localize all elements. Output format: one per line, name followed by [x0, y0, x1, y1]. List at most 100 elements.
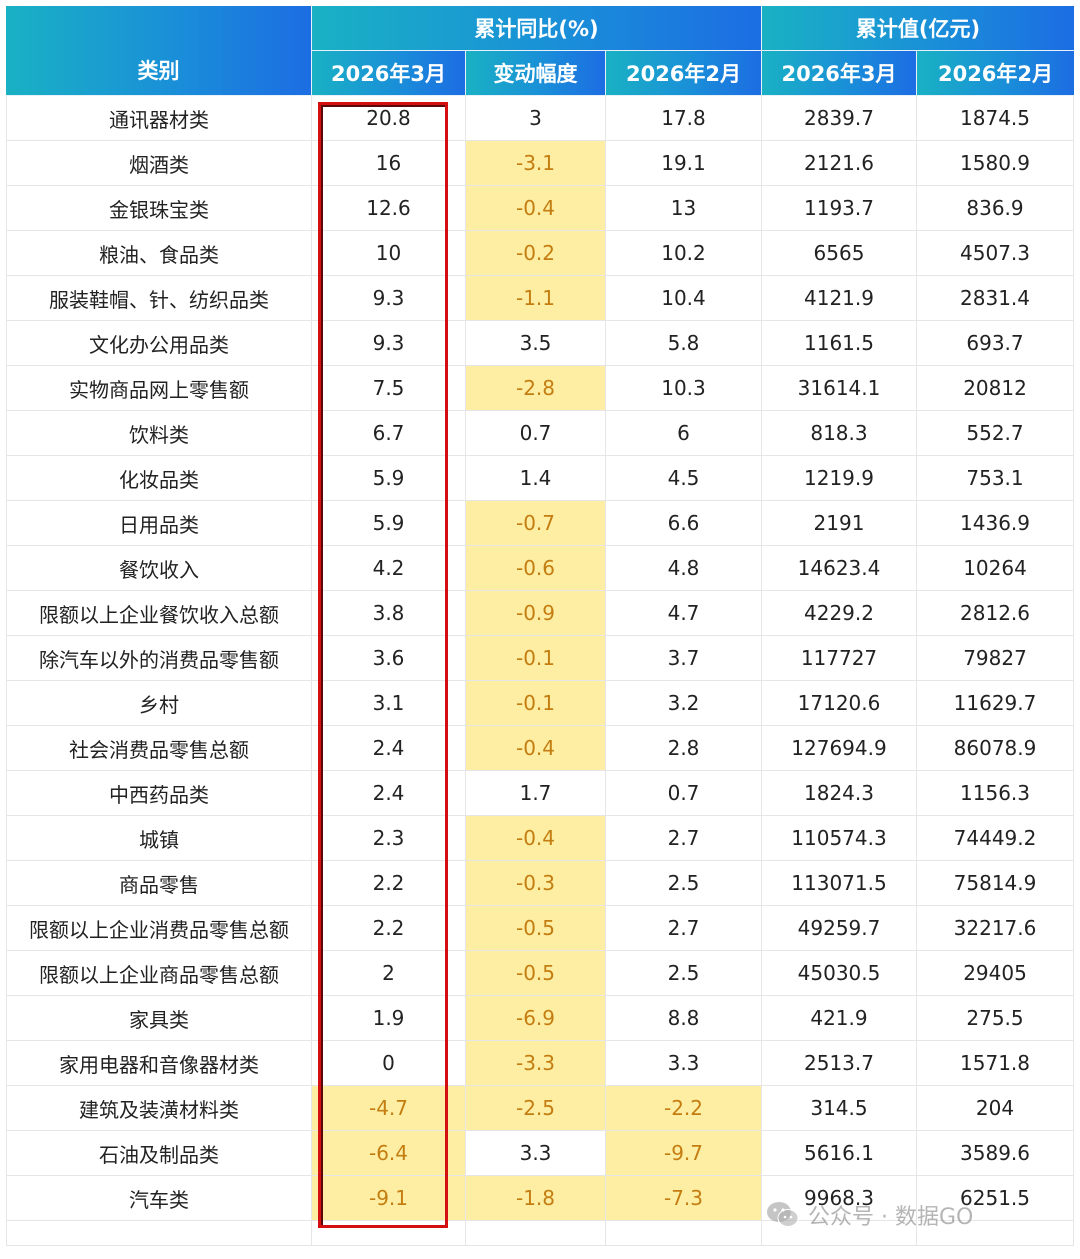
cell-category: 饮料类: [6, 411, 312, 456]
cell-value-2026-02: 6251.5: [917, 1176, 1075, 1221]
cell-yoy-change: -3.3: [466, 1041, 606, 1086]
cell-value-2026-02: 2812.6: [917, 591, 1075, 636]
table-row: 粮油、食品类 10 -0.2 10.2 6565 4507.3: [6, 231, 1075, 276]
watermark-text: 公众号 · 数据GO: [808, 1205, 974, 1230]
cell-yoy-change: 1.7: [466, 771, 606, 816]
cell-value-2026-02: 693.7: [917, 321, 1075, 366]
table-row: 家具类 1.9 -6.9 8.8 421.9 275.5: [6, 996, 1075, 1041]
cell-yoy-2026-03: 12.6: [312, 186, 466, 231]
table-row: 实物商品网上零售额 7.5 -2.8 10.3 31614.1 20812: [6, 366, 1075, 411]
cell-yoy-2026-02: -2.2: [606, 1086, 762, 1131]
table-row: 限额以上企业消费品零售总额 2.2 -0.5 2.7 49259.7 32217.6: [6, 906, 1075, 951]
cell-value-2026-03: 31614.1: [762, 366, 917, 411]
cell-value-2026-02: 74449.2: [917, 816, 1075, 861]
cell-yoy-2026-03: 20.8: [312, 96, 466, 141]
cell-value-2026-02: 11629.7: [917, 681, 1075, 726]
cell-yoy-2026-02: 2.7: [606, 906, 762, 951]
cell-yoy-change: -2.8: [466, 366, 606, 411]
cell-yoy-change: -0.4: [466, 726, 606, 771]
cell-yoy-2026-03: 16: [312, 141, 466, 186]
cell-yoy-2026-02: 2.8: [606, 726, 762, 771]
cell-category: 社会消费品零售总额: [6, 726, 312, 771]
cell-value-2026-02: 3589.6: [917, 1131, 1075, 1176]
wechat-icon: [767, 1202, 799, 1227]
cell-yoy-2026-02: 4.7: [606, 591, 762, 636]
table-row: 城镇 2.3 -0.4 2.7 110574.3 74449.2: [6, 816, 1075, 861]
cell-yoy-2026-02: 2.5: [606, 861, 762, 906]
cell-value-2026-03: 14623.4: [762, 546, 917, 591]
cell-value-2026-03: 1193.7: [762, 186, 917, 231]
cell-empty: [312, 1221, 466, 1246]
cell-yoy-change: -0.5: [466, 951, 606, 996]
retail-sales-table: 类别 累计同比(%) 累计值(亿元) 2026年3月 变动幅度 2026年2月 …: [6, 6, 1075, 1246]
header-category: 类别: [6, 6, 312, 96]
cell-yoy-2026-02: 5.8: [606, 321, 762, 366]
cell-value-2026-02: 1580.9: [917, 141, 1075, 186]
cell-yoy-2026-02: 2.7: [606, 816, 762, 861]
cell-value-2026-03: 5616.1: [762, 1131, 917, 1176]
cell-value-2026-03: 818.3: [762, 411, 917, 456]
cell-category: 家用电器和音像器材类: [6, 1041, 312, 1086]
cell-value-2026-02: 86078.9: [917, 726, 1075, 771]
cell-value-2026-02: 29405: [917, 951, 1075, 996]
cell-value-2026-02: 79827: [917, 636, 1075, 681]
cell-category: 粮油、食品类: [6, 231, 312, 276]
cell-yoy-change: 0.7: [466, 411, 606, 456]
cell-category: 除汽车以外的消费品零售额: [6, 636, 312, 681]
cell-value-2026-02: 753.1: [917, 456, 1075, 501]
cell-value-2026-03: 4121.9: [762, 276, 917, 321]
cell-value-2026-03: 2839.7: [762, 96, 917, 141]
cell-value-2026-03: 2121.6: [762, 141, 917, 186]
cell-yoy-2026-02: -7.3: [606, 1176, 762, 1221]
cell-value-2026-02: 1571.8: [917, 1041, 1075, 1086]
cell-yoy-change: 3: [466, 96, 606, 141]
cell-yoy-change: 1.4: [466, 456, 606, 501]
cell-value-2026-03: 113071.5: [762, 861, 917, 906]
cell-category: 汽车类: [6, 1176, 312, 1221]
cell-category: 中西药品类: [6, 771, 312, 816]
cell-yoy-change: -2.5: [466, 1086, 606, 1131]
cell-yoy-2026-02: 4.8: [606, 546, 762, 591]
cell-value-2026-02: 20812: [917, 366, 1075, 411]
table-row: 烟酒类 16 -3.1 19.1 2121.6 1580.9: [6, 141, 1075, 186]
cell-category: 商品零售: [6, 861, 312, 906]
cell-category: 化妆品类: [6, 456, 312, 501]
cell-category: 通讯器材类: [6, 96, 312, 141]
table-row: 服装鞋帽、针、纺织品类 9.3 -1.1 10.4 4121.9 2831.4: [6, 276, 1075, 321]
table-body: 通讯器材类 20.8 3 17.8 2839.7 1874.5 烟酒类 16 -3.1 19.1 2…: [6, 96, 1075, 1246]
cell-value-2026-03: 127694.9: [762, 726, 917, 771]
cell-value-2026-02: 552.7: [917, 411, 1075, 456]
cell-value-2026-03: 1824.3: [762, 771, 917, 816]
cell-category: 实物商品网上零售额: [6, 366, 312, 411]
cell-empty: [466, 1221, 606, 1246]
cell-yoy-2026-03: -9.1: [312, 1176, 466, 1221]
cell-yoy-2026-02: 6: [606, 411, 762, 456]
header-yoy-change: 变动幅度: [466, 51, 606, 96]
cell-yoy-2026-03: 3.6: [312, 636, 466, 681]
cell-yoy-2026-03: 3.1: [312, 681, 466, 726]
cell-value-2026-02: 275.5: [917, 996, 1075, 1041]
cell-yoy-change: -0.5: [466, 906, 606, 951]
header-group-value: 累计值(亿元): [762, 6, 1075, 51]
table-row: 限额以上企业餐饮收入总额 3.8 -0.9 4.7 4229.2 2812.6: [6, 591, 1075, 636]
cell-value-2026-03: 17120.6: [762, 681, 917, 726]
table-row: 家用电器和音像器材类 0 -3.3 3.3 2513.7 1571.8: [6, 1041, 1075, 1086]
cell-yoy-2026-02: 10.2: [606, 231, 762, 276]
header-group-yoy: 累计同比(%): [312, 6, 762, 51]
cell-yoy-2026-03: 5.9: [312, 501, 466, 546]
cell-value-2026-03: 314.5: [762, 1086, 917, 1131]
cell-yoy-2026-02: 17.8: [606, 96, 762, 141]
cell-yoy-2026-02: 10.3: [606, 366, 762, 411]
cell-value-2026-03: 45030.5: [762, 951, 917, 996]
cell-yoy-change: -0.2: [466, 231, 606, 276]
cell-yoy-change: -0.9: [466, 591, 606, 636]
cell-yoy-change: -0.1: [466, 681, 606, 726]
cell-value-2026-03: 4229.2: [762, 591, 917, 636]
cell-yoy-2026-02: 3.2: [606, 681, 762, 726]
cell-value-2026-02: 1156.3: [917, 771, 1075, 816]
table-row: 通讯器材类 20.8 3 17.8 2839.7 1874.5: [6, 96, 1075, 141]
cell-category: 餐饮收入: [6, 546, 312, 591]
cell-yoy-change: -0.4: [466, 186, 606, 231]
cell-value-2026-02: 32217.6: [917, 906, 1075, 951]
cell-category: 限额以上企业消费品零售总额: [6, 906, 312, 951]
